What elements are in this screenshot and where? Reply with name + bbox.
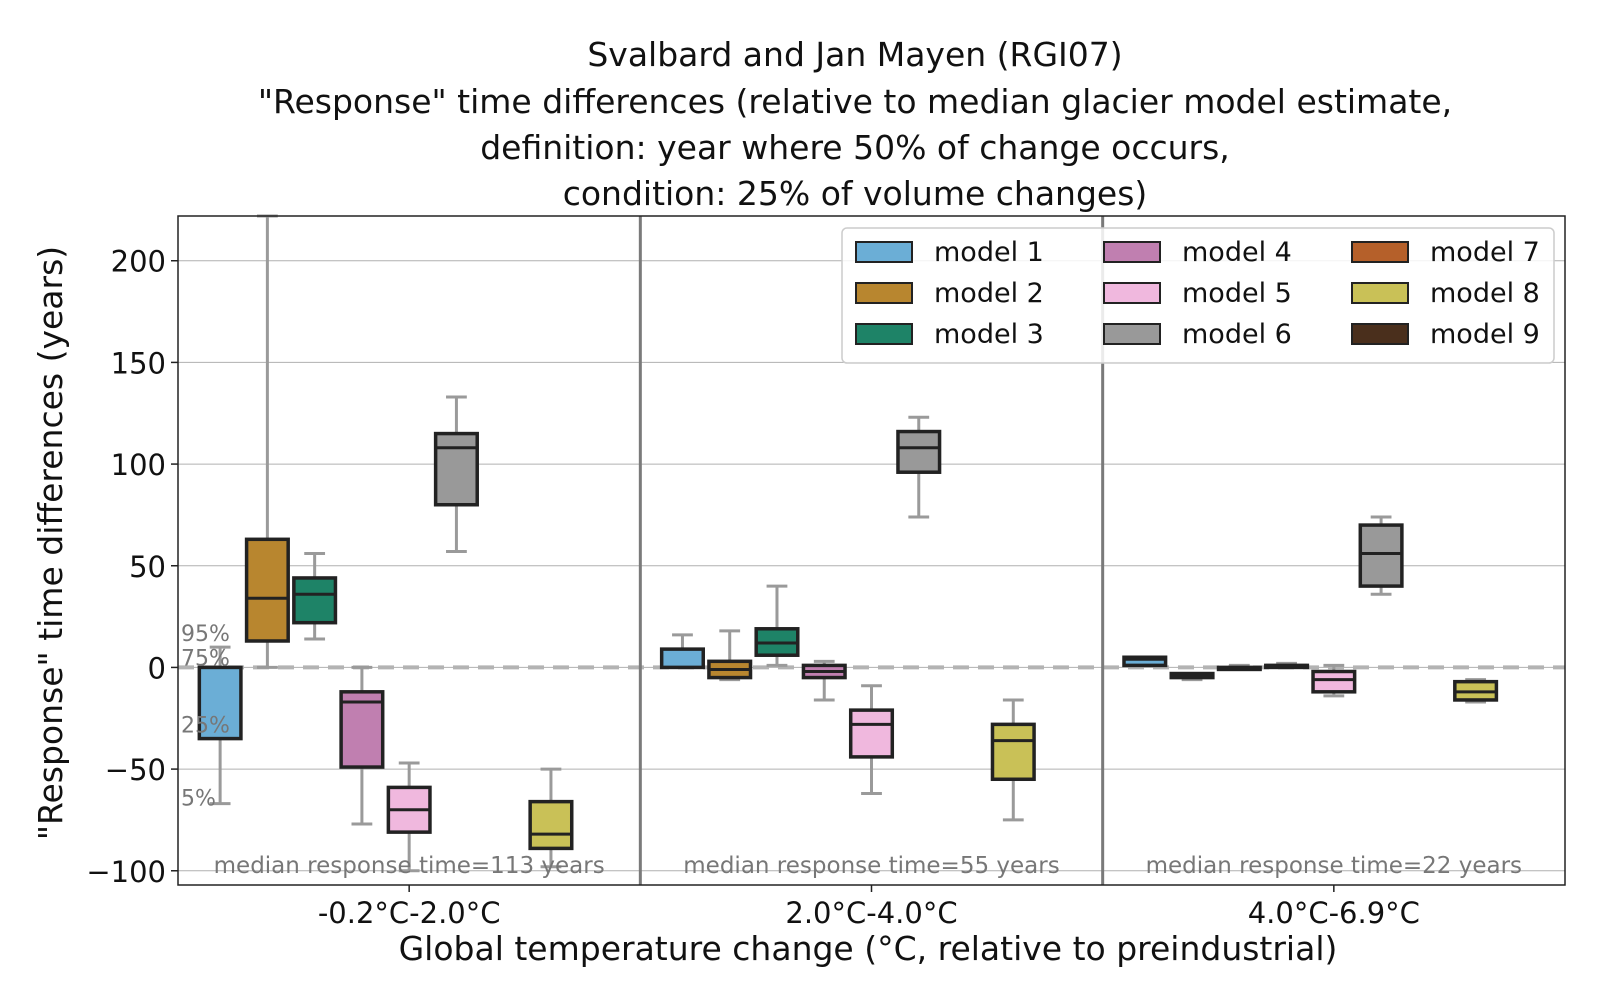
chart-title: Svalbard and Jan Mayen (RGI07) "Response… [258,35,1452,213]
box-model-2-group-2 [707,629,753,682]
box-model-1-group-3 [1122,655,1168,668]
box-model-6-group-1 [433,395,479,554]
box-model-5-group-3 [1311,663,1357,698]
legend-label: model 6 [1182,319,1292,350]
quantile-labels: 95%75% 25% 5% [181,622,230,812]
x-tick-label: 2.0°C-4.0°C [785,896,957,930]
x-axis: -0.2°C-2.0°C 2.0°C-4.0°C 4.0°C-6.9°C [318,885,1420,930]
y-tick-label: −50 [105,753,166,787]
legend-label: model 4 [1182,237,1292,268]
box-model-1-group-2 [659,633,706,670]
box-model-8-group-2 [990,698,1036,822]
legend-label: model 8 [1430,278,1540,309]
legend: model 1 model 2 model 3 model 4 model 5 model… [841,227,1555,364]
legend-label: model 5 [1182,278,1292,309]
legend-swatch [855,241,913,263]
box-model-3-group-3 [1216,663,1262,672]
boxes [197,214,1499,873]
box-iqr [433,431,479,507]
title-line-3: definition: year where 50% of change occ… [480,128,1230,167]
legend-swatch [1103,282,1161,304]
quantile-label: 25% [181,713,230,738]
box-model-4-group-1 [339,665,385,826]
legend-swatch [1351,323,1409,345]
box-iqr [528,799,574,851]
y-axis-label: "Response" time differences (years) [31,246,70,840]
quantile-label: 95% [181,622,230,647]
legend-label: model 7 [1430,237,1540,268]
legend-swatch [855,323,913,345]
y-axis: −100 −50 0 50 100 150 200 [86,245,178,889]
y-tick-label: 150 [111,346,166,380]
box-model-3-group-2 [754,584,800,667]
x-axis-label: Global temperature change (°C, relative … [399,929,1338,968]
y-tick-label: 100 [111,448,166,482]
legend-label: model 9 [1430,319,1540,350]
box-iqr [1122,655,1168,668]
legend-swatch [1351,241,1409,263]
box-iqr [339,690,385,769]
legend-label: model 2 [934,278,1044,309]
box-model-5-group-2 [848,684,895,795]
legend-label: model 1 [934,237,1044,268]
title-line-4: condition: 25% of volume changes) [563,174,1148,213]
legend-swatch [855,282,913,304]
legend-label: model 3 [934,319,1044,350]
group-note: median response time=22 years [1146,853,1522,879]
box-model-6-group-3 [1358,515,1404,596]
title-line-1: Svalbard and Jan Mayen (RGI07) [587,35,1122,74]
legend-swatch [1103,241,1161,263]
box-model-8-group-3 [1453,678,1499,704]
box-iqr [1311,669,1357,694]
group-note: median response time=113 years [214,853,605,879]
box-model-4-group-2 [801,659,847,702]
box-model-4-group-3 [1264,661,1310,670]
box-model-3-group-1 [292,552,338,641]
box-iqr [244,537,290,643]
box-model-5-group-1 [386,761,432,873]
box-model-2-group-3 [1169,671,1215,682]
quantile-label: 5% [181,787,216,812]
box-model-6-group-2 [896,415,942,519]
y-tick-label: 0 [148,651,166,685]
box-iqr [1358,523,1404,588]
legend-swatch [1103,323,1161,345]
box-iqr [292,576,338,625]
box-model-1-group-1 [197,645,243,806]
x-tick-label: 4.0°C-6.9°C [1248,896,1420,930]
title-line-2: "Response" time differences (relative to… [258,82,1452,121]
box-iqr [848,708,895,759]
box-iqr [990,722,1036,782]
box-model-8-group-1 [528,767,574,869]
y-tick-label: 200 [111,245,166,279]
box-model-2-group-1 [244,214,290,669]
y-tick-label: 50 [129,550,166,584]
quantile-label: 75% [181,646,230,671]
box-iqr [896,429,942,474]
legend-swatch [1351,282,1409,304]
x-tick-label: -0.2°C-2.0°C [318,896,501,930]
group-note: median response time=55 years [683,853,1059,879]
group-notes: median response time=113 years median res… [214,853,1522,879]
box-iqr [659,647,706,670]
y-tick-label: −100 [86,855,166,889]
